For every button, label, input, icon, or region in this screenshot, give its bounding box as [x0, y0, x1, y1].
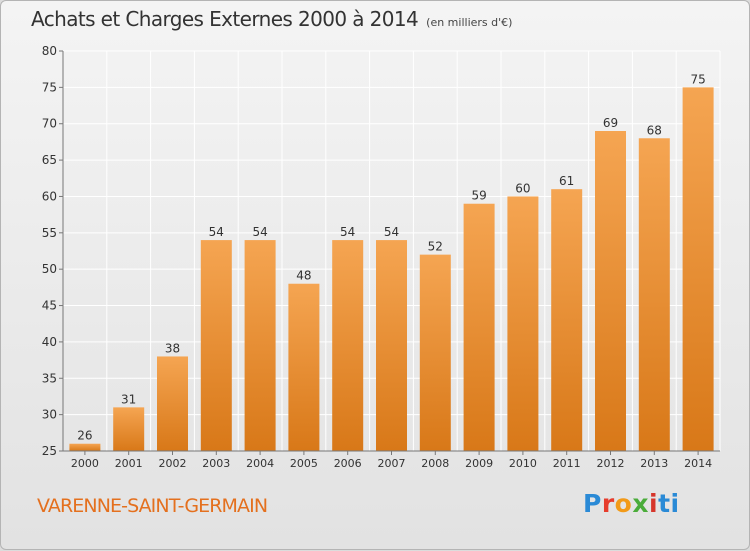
x-tick-label: 2009	[465, 457, 493, 470]
data-label: 69	[603, 116, 618, 130]
x-tick-label: 2014	[684, 457, 712, 470]
x-axis: 2000 2001 2002 2003 2004 2005 2006 2007 2008 2009…	[63, 450, 720, 470]
chart-title-main: Achats et Charges Externes 2000 à 2014	[31, 7, 419, 31]
x-tick-label: 2013	[640, 457, 668, 470]
logo-letter: ti	[658, 489, 680, 518]
bar	[638, 138, 670, 452]
logo-letter: r	[601, 489, 615, 518]
data-label: 68	[647, 123, 662, 137]
bar	[200, 240, 232, 451]
x-tick-label: 2001	[115, 457, 143, 470]
y-tick-label: 65	[42, 153, 57, 167]
bar	[113, 407, 145, 451]
bar	[463, 203, 495, 451]
bar	[332, 240, 364, 451]
x-tick-label: 2002	[159, 457, 187, 470]
bar	[551, 189, 583, 451]
y-tick-label: 75	[42, 80, 57, 94]
x-tick-label: 2000	[71, 457, 99, 470]
x-tick-label: 2007	[378, 457, 406, 470]
y-tick-label: 45	[42, 299, 57, 313]
x-tick-label: 2008	[421, 457, 449, 470]
x-tick-label: 2012	[597, 457, 625, 470]
data-label: 75	[690, 72, 705, 86]
y-axis: 25 30 35 40 45 50 55 60 65 70 75 80	[42, 44, 64, 458]
chart-title-unit: (en milliers d'€)	[426, 16, 513, 29]
y-tick-label: 25	[42, 444, 57, 458]
y-tick-label: 70	[42, 117, 57, 131]
commune-name: VARENNE-SAINT-GERMAIN	[37, 495, 268, 517]
bar	[69, 443, 101, 451]
y-tick-label: 35	[42, 371, 57, 385]
data-label: 61	[559, 174, 574, 188]
y-tick-label: 80	[42, 44, 57, 58]
data-label: 38	[165, 341, 180, 355]
bars: 26 31 38 54 54 48 54 54 52 59 60 61 69 68 75	[69, 72, 714, 452]
bar	[288, 283, 320, 451]
logo-letter: P	[583, 489, 602, 518]
proxiti-logo[interactable]: Proxiti	[583, 489, 680, 518]
bar	[244, 240, 276, 451]
x-tick-label: 2006	[334, 457, 362, 470]
y-tick-label: 40	[42, 335, 57, 349]
data-label: 52	[428, 240, 443, 254]
data-label: 54	[209, 225, 224, 239]
bar	[376, 240, 407, 451]
data-label: 26	[77, 429, 92, 443]
data-label: 59	[471, 189, 486, 203]
data-label: 48	[296, 269, 311, 283]
bar	[157, 356, 188, 451]
y-tick-label: 50	[42, 262, 57, 276]
logo-letter: o	[614, 489, 633, 518]
y-tick-label: 55	[42, 226, 57, 240]
logo-letter: i	[649, 489, 659, 518]
x-tick-label: 2004	[246, 457, 274, 470]
x-tick-label: 2011	[553, 457, 581, 470]
data-label: 54	[384, 225, 399, 239]
x-tick-label: 2010	[509, 457, 537, 470]
x-tick-label: 2003	[202, 457, 230, 470]
logo-letter: x	[632, 489, 649, 518]
y-tick-label: 30	[42, 408, 57, 422]
data-label: 54	[340, 225, 355, 239]
chart-title: Achats et Charges Externes 2000 à 2014 (e…	[31, 7, 512, 31]
bar	[595, 131, 626, 451]
data-label: 54	[252, 225, 267, 239]
y-tick-label: 60	[42, 189, 57, 203]
bar	[419, 254, 451, 451]
data-label: 60	[515, 181, 530, 195]
x-tick-label: 2005	[290, 457, 318, 470]
bar	[507, 196, 539, 451]
bar	[682, 87, 714, 451]
data-label: 31	[121, 392, 136, 406]
